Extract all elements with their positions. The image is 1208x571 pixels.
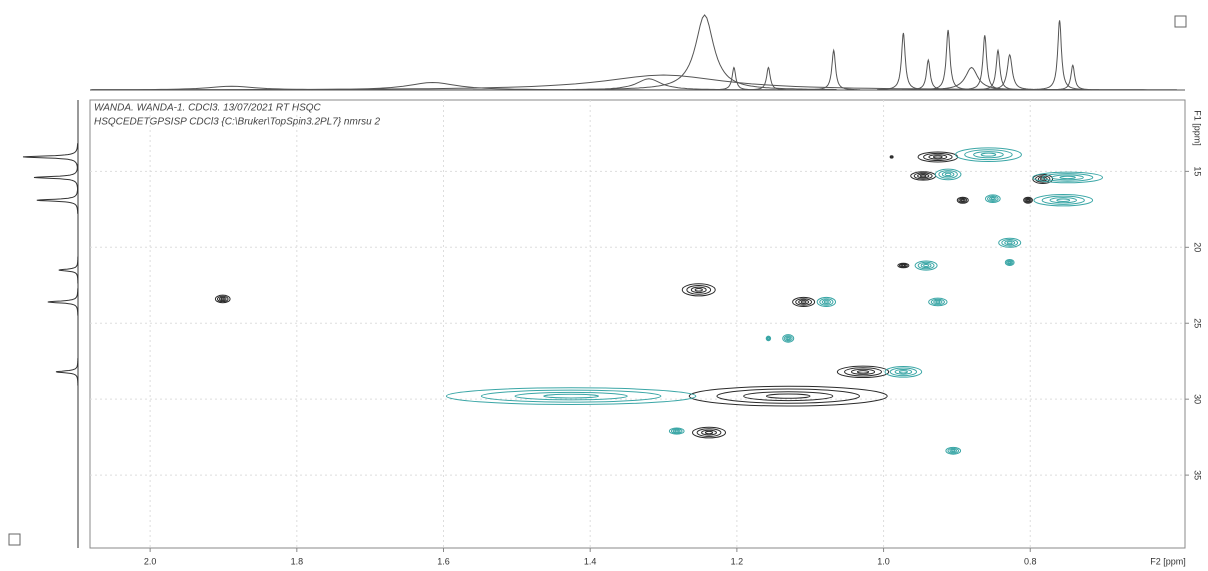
- x-tick-label: 1.6: [437, 556, 450, 566]
- x-tick-label: 1.0: [877, 556, 890, 566]
- x-tick-label: 1.2: [731, 556, 744, 566]
- y-tick-label: 20: [1193, 242, 1203, 252]
- x-tick-label: 0.8: [1024, 556, 1037, 566]
- y-tick-label: 35: [1193, 470, 1203, 480]
- y-tick-label: 30: [1193, 394, 1203, 404]
- spectrum-chart: WANDA. WANDA-1. CDCl3. 13/07/2021 RT HSQ…: [0, 0, 1208, 571]
- x-axis-label: F2 [ppm]: [1150, 556, 1186, 566]
- x-tick-label: 1.4: [584, 556, 597, 566]
- chart-subtitle: HSQCEDETGPSISP CDCl3 {C:\Bruker\TopSpin3…: [94, 117, 380, 128]
- background: [0, 0, 1208, 571]
- y-axis-label: F1 [ppm]: [1193, 110, 1203, 146]
- x-tick-label: 2.0: [144, 556, 157, 566]
- x-tick-label: 1.8: [291, 556, 304, 566]
- y-tick-label: 25: [1193, 318, 1203, 328]
- chart-title: WANDA. WANDA-1. CDCl3. 13/07/2021 RT HSQ…: [94, 103, 322, 114]
- y-tick-label: 15: [1193, 166, 1203, 176]
